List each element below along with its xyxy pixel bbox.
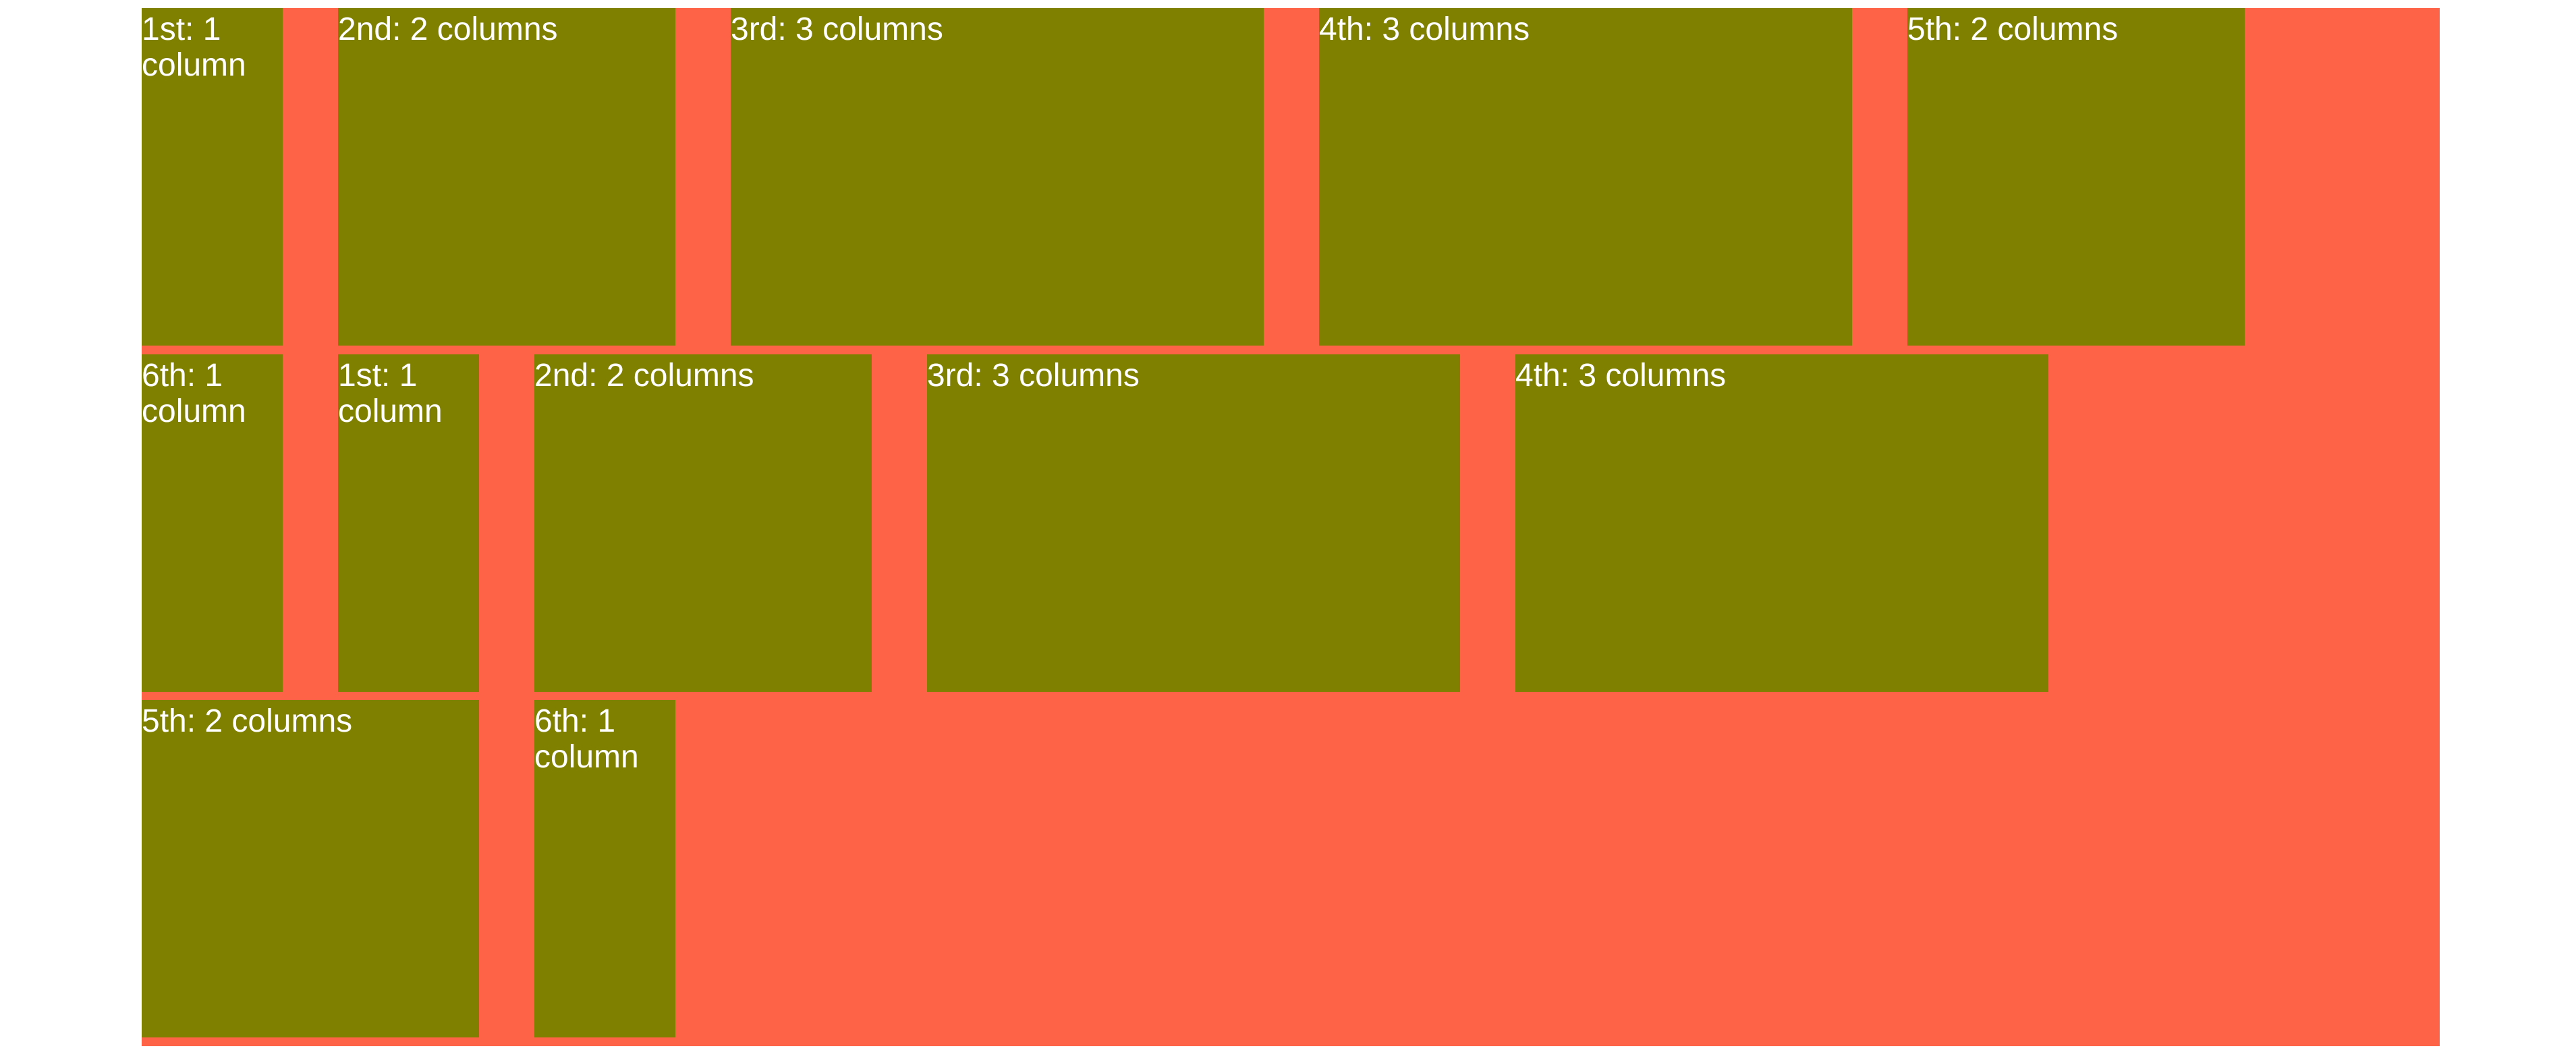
grid-item: 3rd: 3 columns xyxy=(927,354,1460,692)
grid-item: 5th: 2 columns xyxy=(1907,8,2245,346)
grid-item: 4th: 3 columns xyxy=(1319,8,1852,346)
grid-item: 2nd: 2 columns xyxy=(534,354,872,692)
grid-item: 4th: 3 columns xyxy=(1515,354,2048,692)
grid-item: 3rd: 3 columns xyxy=(731,8,1264,346)
grid-item: 2nd: 2 columns xyxy=(338,8,675,346)
grid-item: 6th: 1 column xyxy=(142,354,283,692)
grid-container: 1st: 1 column 2nd: 2 columns 3rd: 3 colu… xyxy=(142,8,2440,1046)
grid-item: 6th: 1 column xyxy=(534,700,675,1037)
grid-item: 5th: 2 columns xyxy=(142,700,479,1037)
grid-item: 1st: 1 column xyxy=(338,354,479,692)
grid-item: 1st: 1 column xyxy=(142,8,283,346)
